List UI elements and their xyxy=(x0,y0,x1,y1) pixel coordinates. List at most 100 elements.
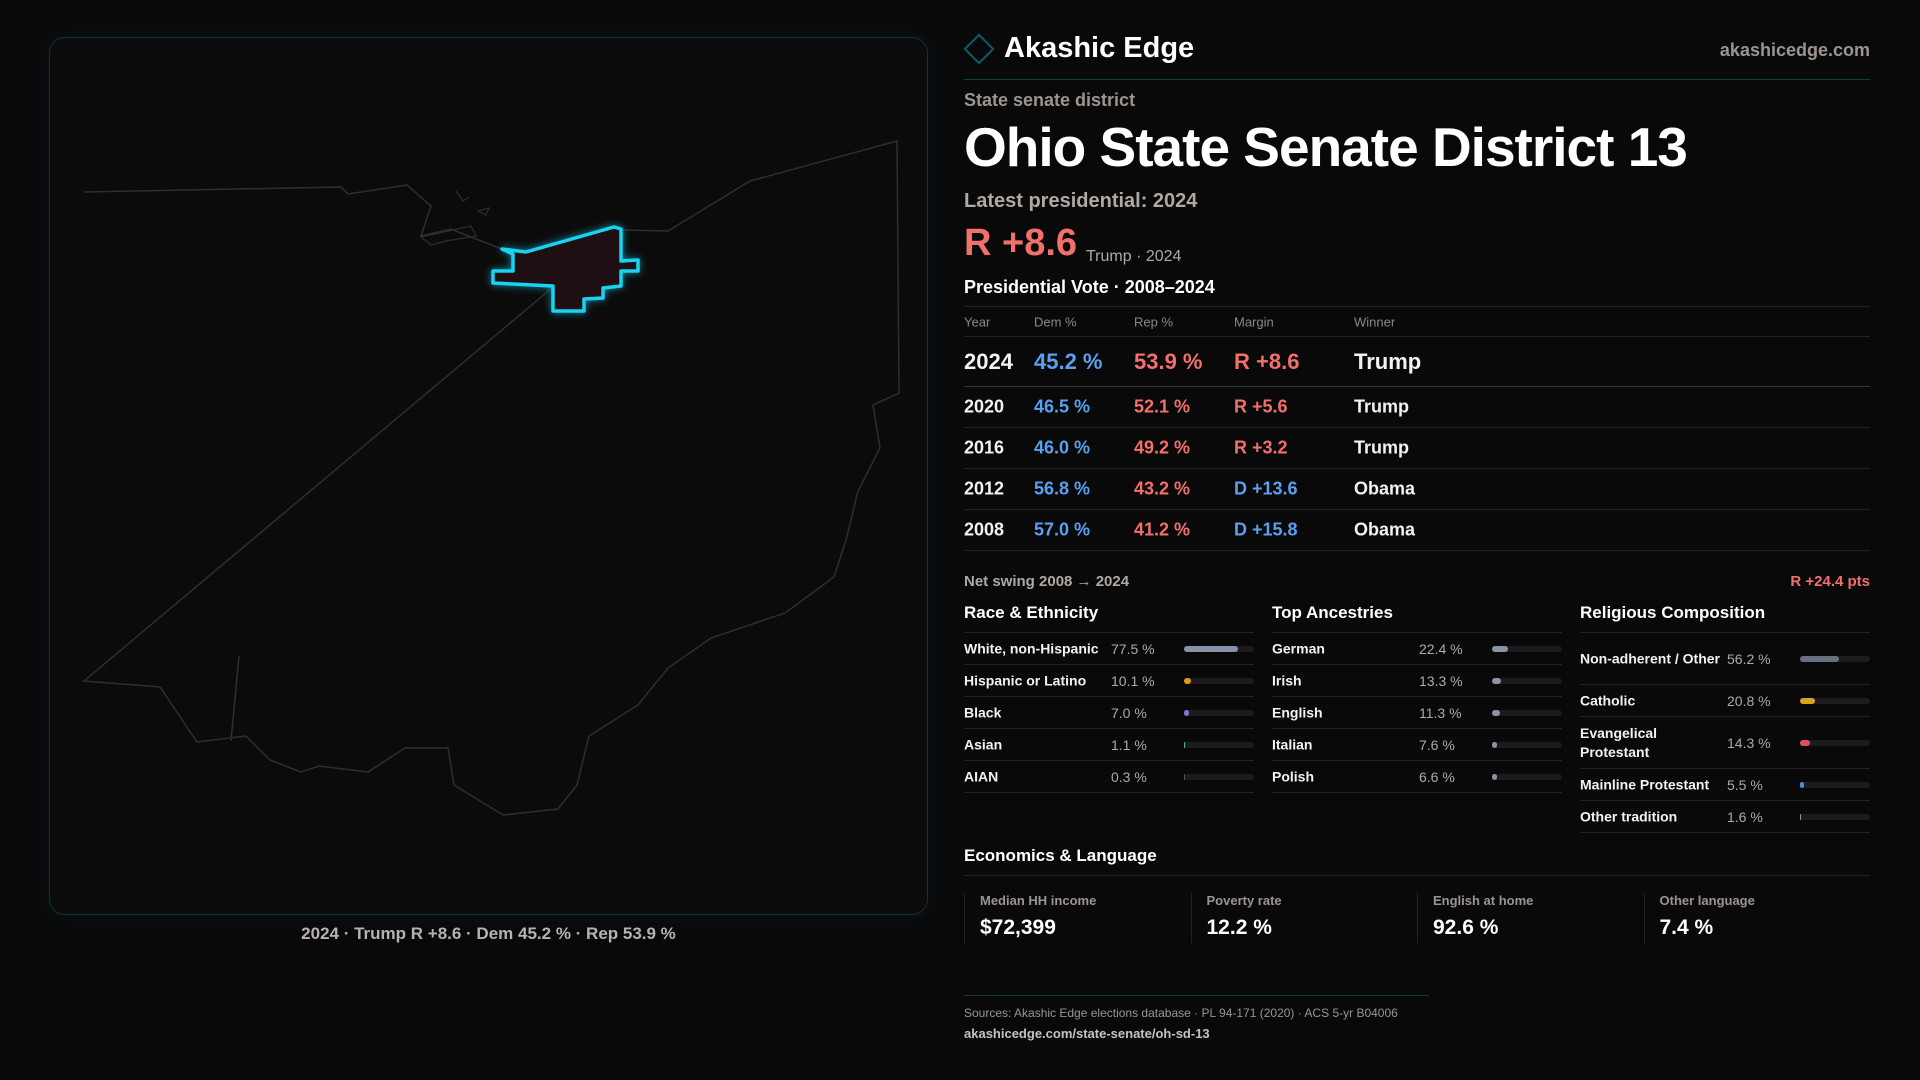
row-pct: 10.1 % xyxy=(1111,672,1155,689)
page-url[interactable]: akashicedge.com/state-senate/oh-sd-13 xyxy=(964,1026,1210,1041)
year: 2012 xyxy=(964,478,1005,499)
map-panel[interactable] xyxy=(49,37,928,915)
bar-track xyxy=(1492,645,1562,652)
bar-track xyxy=(1492,773,1562,780)
rep-pct: 49.2 % xyxy=(1134,437,1191,458)
bar-fill xyxy=(1184,773,1185,780)
table-header: Year Dem % Rep % Margin Winner xyxy=(964,307,1870,337)
stat-value: 92.6 % xyxy=(1433,916,1499,939)
dem-pct: 45.2 % xyxy=(1034,348,1103,374)
bar-track xyxy=(1800,655,1870,662)
net-swing: Net swing 2008 → 2024 R +24.4 pts xyxy=(964,573,1870,590)
bar-fill xyxy=(1800,655,1840,662)
bar-fill xyxy=(1184,677,1192,684)
panel-title: Race & Ethnicity xyxy=(964,603,1254,633)
bar-fill xyxy=(1800,781,1804,788)
row-label: Irish xyxy=(1272,672,1302,688)
margin: R +8.6 xyxy=(1234,348,1300,374)
demographic-row: Mainline Protestant 5.5 % xyxy=(1580,769,1870,801)
row-pct: 0.3 % xyxy=(1111,768,1147,785)
net-swing-label: Net swing 2008 → 2024 xyxy=(964,573,1130,590)
bar-fill xyxy=(1492,677,1502,684)
bar-fill xyxy=(1800,813,1802,820)
bar-fill xyxy=(1492,709,1500,716)
headline-margin: R +8.6 xyxy=(964,222,1078,264)
row-label: Catholic xyxy=(1580,692,1636,708)
vote-section-title: Presidential Vote · 2008–2024 xyxy=(964,277,1215,297)
dem-pct: 46.0 % xyxy=(1034,437,1091,458)
bar-track xyxy=(1184,645,1254,652)
demographic-row: Non-adherent / Other 56.2 % xyxy=(1580,633,1870,685)
row-pct: 1.1 % xyxy=(1111,736,1147,753)
row-label: Asian xyxy=(964,736,1003,752)
bar-fill xyxy=(1800,739,1810,746)
dem-pct: 46.5 % xyxy=(1034,396,1091,417)
diamond-logo-icon xyxy=(963,32,995,65)
stat-card: Poverty rate 12.2 % xyxy=(1190,893,1418,943)
rep-pct: 43.2 % xyxy=(1134,478,1191,499)
winner: Obama xyxy=(1354,478,1416,499)
stat-card: English at home 92.6 % xyxy=(1417,893,1644,943)
brand[interactable]: Akashic Edge xyxy=(963,32,1195,65)
net-swing-value: R +24.4 pts xyxy=(1790,573,1870,590)
bar-track xyxy=(1800,813,1870,820)
demographic-row: Irish 13.3 % xyxy=(1272,665,1562,697)
col-winner: Winner xyxy=(1354,314,1396,329)
site-link[interactable]: akashicedge.com xyxy=(1719,40,1870,60)
demographic-row: Hispanic or Latino 10.1 % xyxy=(964,665,1254,697)
sources: Sources: Akashic Edge elections database… xyxy=(964,1006,1398,1020)
stat-card: Median HH income $72,399 xyxy=(964,893,1191,943)
margin: R +5.6 xyxy=(1234,396,1288,417)
row-label: AIAN xyxy=(964,768,999,784)
demographic-row: AIAN 0.3 % xyxy=(964,761,1254,793)
row-pct: 13.3 % xyxy=(1419,672,1463,689)
demographic-row: English 11.3 % xyxy=(1272,697,1562,729)
stat-value: $72,399 xyxy=(980,916,1056,939)
row-label: Polish xyxy=(1272,768,1315,784)
row-pct: 11.3 % xyxy=(1419,704,1462,721)
dem-pct: 57.0 % xyxy=(1034,519,1091,540)
demographic-row: Evangelical Protestant 14.3 % xyxy=(1580,717,1870,769)
winner: Trump xyxy=(1354,348,1422,374)
bar-fill xyxy=(1800,697,1815,704)
demographic-row: Black 7.0 % xyxy=(964,697,1254,729)
demographic-row: Italian 7.6 % xyxy=(1272,729,1562,761)
col-margin: Margin xyxy=(1234,314,1274,329)
stat-card: Other language 7.4 % xyxy=(1643,893,1871,943)
row-pct: 6.6 % xyxy=(1419,768,1455,785)
winner: Trump xyxy=(1354,396,1410,417)
margin: D +15.8 xyxy=(1234,519,1298,540)
stat-label: Poverty rate xyxy=(1206,893,1282,908)
bar-track xyxy=(1800,781,1870,788)
rep-pct: 53.9 % xyxy=(1134,348,1203,374)
bar-track xyxy=(1184,741,1254,748)
row-pct: 22.4 % xyxy=(1419,640,1463,657)
year: 2008 xyxy=(964,519,1005,540)
bar-fill xyxy=(1184,645,1239,652)
table-row: 2020 46.5 % 52.1 % R +5.6 Trump xyxy=(964,387,1870,428)
table-row: 2012 56.8 % 43.2 % D +13.6 Obama xyxy=(964,469,1870,510)
row-label: Hispanic or Latino xyxy=(964,672,1087,688)
bar-fill xyxy=(1184,741,1185,748)
rep-pct: 41.2 % xyxy=(1134,519,1191,540)
winner: Obama xyxy=(1354,519,1416,540)
table-row: 2008 57.0 % 41.2 % D +15.8 Obama xyxy=(964,510,1870,551)
rep-pct: 52.1 % xyxy=(1134,396,1191,417)
margin: D +13.6 xyxy=(1234,478,1298,499)
table-row: 2016 46.0 % 49.2 % R +3.2 Trump xyxy=(964,428,1870,469)
latest-presidential: Latest presidential: 2024 xyxy=(964,190,1198,212)
district-13-shape[interactable] xyxy=(491,225,640,313)
brand-name: Akashic Edge xyxy=(1004,32,1195,64)
winner: Trump xyxy=(1354,437,1410,458)
stat-value: 7.4 % xyxy=(1659,916,1714,939)
demographic-row: German 22.4 % xyxy=(1272,633,1562,665)
divider xyxy=(964,306,1870,307)
bar-track xyxy=(1492,677,1562,684)
row-label: Italian xyxy=(1272,736,1313,752)
page-title: Ohio State Senate District 13 xyxy=(964,116,1688,178)
row-pct: 1.6 % xyxy=(1727,808,1763,825)
demographic-row: White, non-Hispanic 77.5 % xyxy=(964,633,1254,665)
row-label: Mainline Protestant xyxy=(1580,776,1710,792)
year: 2020 xyxy=(964,396,1005,417)
row-pct: 20.8 % xyxy=(1727,692,1771,709)
